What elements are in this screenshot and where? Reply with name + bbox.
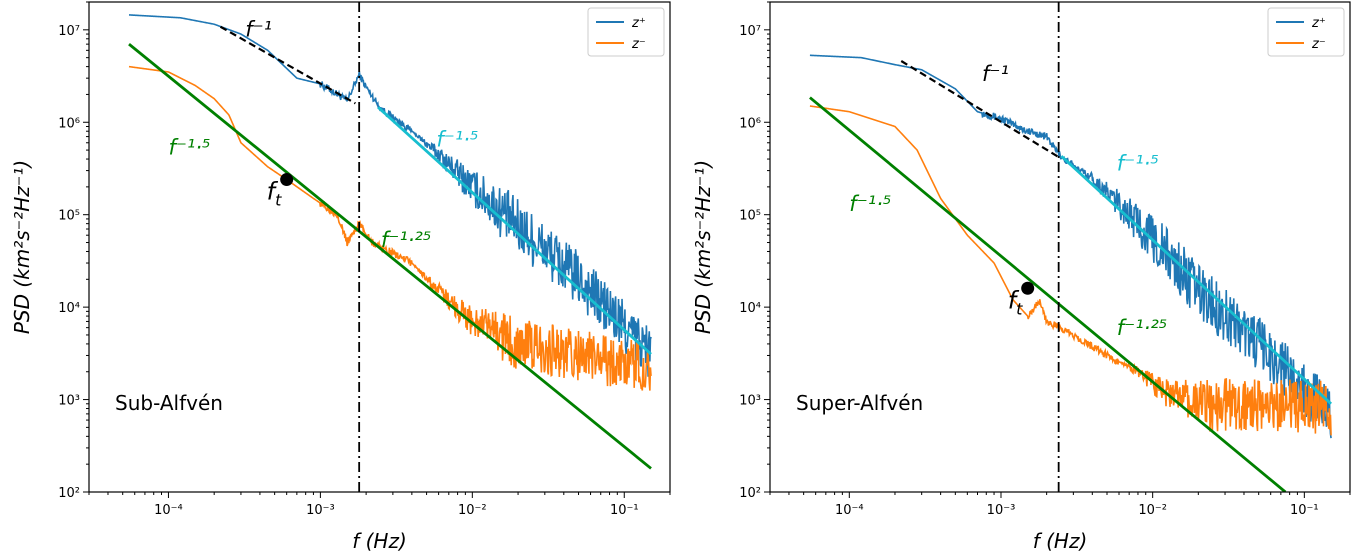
series-line-z-plus — [809, 54, 1332, 439]
x-tick-label: 10⁻¹ — [610, 503, 639, 518]
legend-entry: z⁺ — [631, 16, 646, 31]
x-tick-label: 10⁻⁴ — [835, 503, 864, 518]
chart-panel-super-alfven: 10⁻⁴ 10⁻³ 10⁻² 10⁻¹ 10² 10³ 10⁴ 10⁵ 10⁶ 10⁷ f⁻¹ f⁻¹… — [691, 1, 1351, 553]
y-tick-label: 10⁷ — [58, 24, 80, 39]
series-line-z-minus — [809, 105, 1332, 436]
panel-label: Sub-Alfvén — [115, 391, 223, 415]
legend: z⁺ z⁻ — [587, 7, 665, 57]
y-tick-label: 10³ — [58, 394, 80, 409]
fit-line — [128, 43, 652, 470]
y-tick-label: 10⁶ — [58, 116, 80, 131]
y-tick-label: 10² — [739, 486, 761, 501]
y-tick-label: 10⁵ — [58, 209, 80, 224]
chart-panel-sub-alfven: 10⁻⁴ 10⁻³ 10⁻² 10⁻¹ 10² 10³ 10⁴ 10⁵ 10⁶ 10⁷ f⁻¹ f⁻¹… — [10, 1, 671, 553]
y-axis-label: PSD (km²s⁻²Hz⁻¹) — [10, 160, 34, 334]
y-tick-label: 10⁷ — [739, 24, 761, 39]
fit-annotation: f⁻¹·²⁵ — [1117, 316, 1167, 340]
fit-annotation: f⁻¹·²⁵ — [381, 228, 431, 252]
transition-frequency-marker — [1021, 281, 1035, 295]
legend: z⁺ z⁻ — [1267, 7, 1345, 57]
y-axis-label: PSD (km²s⁻²Hz⁻¹) — [691, 160, 715, 334]
transition-frequency-marker — [280, 173, 294, 187]
x-tick-label: 10⁻⁴ — [154, 503, 183, 518]
plot-area — [128, 2, 652, 492]
fit-line — [1060, 155, 1332, 405]
legend-entry: z⁻ — [631, 37, 646, 52]
legend-entry: z⁻ — [1311, 37, 1326, 52]
x-axis-label: f (Hz) — [1033, 529, 1088, 553]
x-tick-label: 10⁻³ — [987, 503, 1016, 518]
x-tick-label: 10⁻² — [458, 503, 487, 518]
plot-area — [809, 2, 1332, 492]
fit-line — [219, 25, 356, 105]
x-tick-label: 10⁻² — [1138, 503, 1167, 518]
legend-box — [1267, 7, 1345, 57]
legend-box — [587, 7, 665, 57]
x-tick-label: 10⁻¹ — [1290, 503, 1319, 518]
axes-frame — [88, 1, 671, 493]
fit-line — [377, 106, 652, 356]
fit-annotation: f⁻¹ — [245, 17, 272, 41]
x-tick-label: 10⁻³ — [306, 503, 335, 518]
fit-annotation: f⁻¹·⁵ — [436, 127, 478, 151]
fit-line — [809, 96, 1287, 492]
axes-frame — [769, 1, 1351, 493]
fit-line — [900, 60, 1060, 159]
fit-annotation: f⁻¹·⁵ — [168, 135, 210, 159]
y-tick-label: 10⁴ — [58, 301, 80, 316]
y-tick-label: 10⁴ — [739, 301, 761, 316]
fit-annotation: f⁻¹·⁵ — [849, 192, 891, 216]
fit-annotation: f⁻¹ — [982, 62, 1009, 86]
panel-label: Super-Alfvén — [796, 391, 923, 415]
y-tick-label: 10⁵ — [739, 209, 761, 224]
y-tick-label: 10² — [58, 486, 80, 501]
y-tick-label: 10³ — [739, 394, 761, 409]
y-tick-label: 10⁶ — [739, 116, 761, 131]
axis-ticks: 10⁻⁴ 10⁻³ 10⁻² 10⁻¹ 10² 10³ 10⁴ 10⁵ 10⁶ 10⁷ — [58, 1, 671, 518]
fit-annotation: f⁻¹·⁵ — [1117, 152, 1159, 176]
x-axis-label: f (Hz) — [352, 529, 407, 553]
legend-entry: z⁺ — [1311, 16, 1326, 31]
